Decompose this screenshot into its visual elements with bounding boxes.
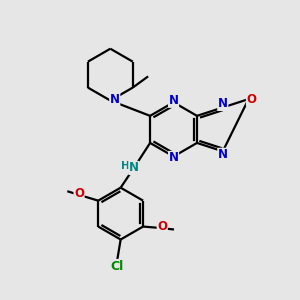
Text: N: N xyxy=(218,98,228,110)
Text: N: N xyxy=(218,148,228,161)
Text: N: N xyxy=(169,152,178,164)
Text: N: N xyxy=(129,161,139,175)
Text: O: O xyxy=(247,93,256,106)
Text: N: N xyxy=(169,94,178,107)
Text: O: O xyxy=(157,220,167,233)
Text: Cl: Cl xyxy=(110,260,124,272)
Text: N: N xyxy=(110,93,120,106)
Text: H: H xyxy=(121,160,130,171)
Text: O: O xyxy=(74,187,84,200)
